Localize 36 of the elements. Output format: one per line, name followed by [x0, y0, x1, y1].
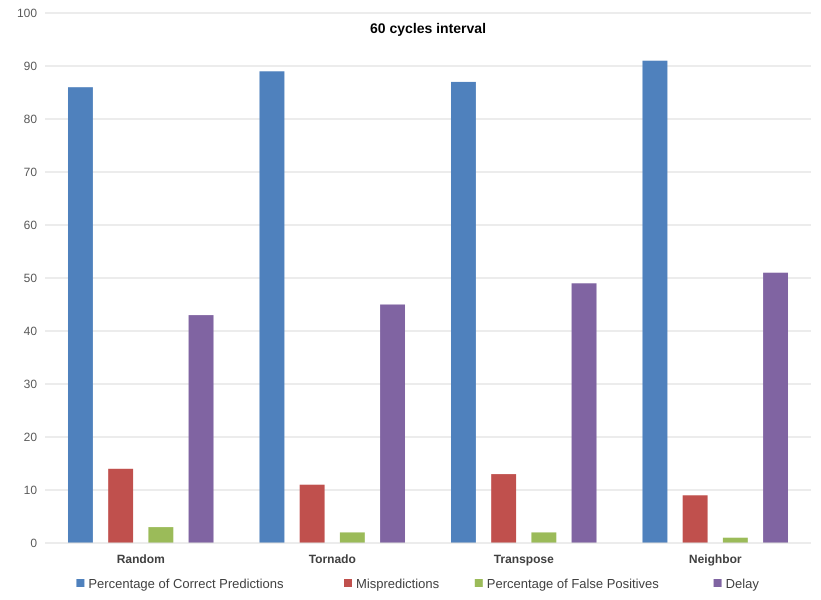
x-tick-label: Tornado	[308, 552, 356, 566]
x-tick-label: Neighbor	[688, 552, 742, 566]
y-tick-label: 0	[30, 536, 38, 550]
bar	[108, 468, 134, 543]
bar	[763, 272, 788, 543]
bar	[300, 484, 325, 543]
y-tick-label: 30	[24, 377, 38, 392]
bar	[682, 495, 708, 543]
y-tick-label: 60	[24, 218, 38, 232]
y-tick-label: 90	[24, 59, 38, 74]
text: 60 cycles interval	[370, 20, 486, 36]
bar	[531, 532, 556, 543]
bar	[259, 71, 284, 543]
legend-label: Percentage of Correct Predictions	[88, 576, 284, 591]
legend-label: Mispredictions	[356, 576, 440, 591]
bar	[148, 527, 174, 543]
bar	[188, 315, 214, 543]
x-tick-label: Random	[116, 552, 165, 566]
bar	[642, 60, 668, 543]
bar	[491, 474, 516, 543]
bar	[68, 87, 93, 543]
y-tick-label: 80	[24, 112, 38, 126]
legend-label: Delay	[726, 576, 760, 591]
bar	[340, 532, 365, 543]
y-tick-label: 50	[24, 271, 38, 286]
legend-label: Percentage of False Positives	[486, 576, 660, 591]
bar	[380, 304, 406, 543]
y-tick-label: 10	[24, 483, 38, 498]
x-tick-label: Transpose	[494, 552, 554, 566]
bar	[722, 538, 748, 543]
bar	[450, 82, 476, 543]
y-tick-label: 100	[16, 6, 38, 20]
bar	[572, 283, 597, 543]
y-tick-label: 70	[24, 165, 38, 180]
y-tick-label: 20	[24, 430, 38, 444]
y-tick-label: 40	[24, 324, 38, 338]
